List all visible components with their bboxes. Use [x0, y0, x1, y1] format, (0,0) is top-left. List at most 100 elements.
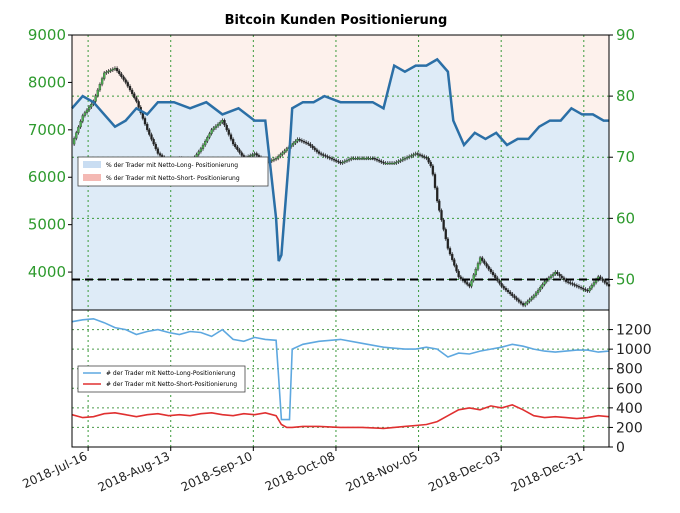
price-candle [148, 129, 151, 135]
upper-vertical-grid [87, 35, 585, 310]
price-candle [401, 159, 404, 161]
price-candle [75, 132, 78, 139]
price-candle [345, 160, 349, 162]
price-candle [298, 139, 301, 141]
price-candle [408, 156, 411, 158]
price-candle [438, 200, 441, 211]
right-axis-ticks: 50 60 70 80 90 [609, 26, 635, 288]
price-candle [311, 145, 314, 148]
x-axis-date-ticks: 2018-Jul-16 2018-Aug-13 2018-Sep-10 2018-Oc… [20, 447, 585, 495]
price-candle [341, 161, 344, 164]
price-candle [236, 146, 239, 150]
price-candle [219, 122, 222, 125]
left-tick-label: 8000 [28, 73, 66, 91]
price-candle [582, 288, 585, 290]
lower-tick-label: 0 [616, 440, 625, 456]
left-tick-label: 4000 [28, 263, 66, 281]
price-candle [152, 139, 155, 145]
price-candle [358, 158, 361, 160]
price-candle [231, 139, 235, 145]
price-candle [382, 161, 385, 164]
price-candle [543, 281, 546, 285]
price-candle [201, 144, 205, 149]
price-candle [307, 142, 310, 145]
lower-legend-box [77, 365, 246, 393]
price-candle [369, 158, 372, 160]
price-candle [442, 219, 445, 230]
price-candle [530, 297, 533, 300]
price-candle [216, 123, 220, 127]
price-candle [393, 162, 396, 165]
price-candle [126, 82, 129, 87]
price-candle [156, 148, 160, 154]
price-candle [521, 303, 525, 306]
price-candle [283, 150, 286, 153]
lower-tick-label: 200 [616, 420, 643, 436]
price-candle [234, 143, 237, 148]
price-candle [481, 257, 484, 261]
price-candle [457, 270, 460, 277]
price-candle [384, 162, 387, 165]
price-candle [541, 284, 544, 288]
left-tick-label: 7000 [28, 121, 66, 139]
price-candle [416, 153, 419, 155]
price-candle [433, 174, 437, 188]
price-candle [588, 288, 591, 292]
price-candle [556, 271, 559, 275]
price-candle [249, 155, 252, 157]
price-candle [558, 273, 561, 277]
price-candle [212, 127, 215, 130]
price-candle [270, 160, 273, 162]
price-candle [491, 271, 495, 276]
price-candle [72, 138, 76, 145]
price-candle [524, 303, 527, 306]
price-candle [206, 137, 209, 142]
price-candle [468, 284, 471, 287]
price-candle [378, 160, 381, 162]
upper-panel: 4000 5000 6000 7000 8000 9000 50 60 70 80 90 % de… [28, 26, 635, 311]
price-candle [448, 248, 452, 255]
price-candle [204, 141, 207, 146]
price-candle [466, 282, 469, 285]
lower-tick-label: 1000 [616, 342, 652, 358]
price-candle [313, 147, 316, 150]
legend-label-long-share: % der Trader mit Netto-Long- Positionier… [106, 162, 238, 169]
price-candle [225, 124, 228, 130]
price-candle [584, 288, 587, 291]
left-tick-label: 5000 [28, 216, 66, 234]
price-candle [446, 238, 450, 249]
price-candle [573, 284, 576, 286]
price-candle [124, 79, 127, 83]
price-candle [506, 289, 510, 293]
price-candle [199, 148, 203, 152]
price-candle [352, 158, 355, 160]
price-candle [150, 134, 153, 140]
price-candle [197, 151, 200, 155]
price-candle [120, 73, 123, 77]
price-candle [470, 280, 473, 287]
price-candle [158, 153, 162, 156]
price-candle [498, 280, 501, 284]
price-candle [130, 89, 134, 94]
price-candle [472, 274, 475, 281]
price-candle [320, 153, 323, 155]
price-candle [240, 152, 243, 156]
price-candle [586, 289, 589, 292]
lower-tick-label: 1200 [616, 323, 652, 339]
price-candle [420, 155, 424, 157]
price-candle [519, 301, 523, 304]
price-candle [229, 134, 233, 140]
price-candle [373, 158, 377, 160]
price-candle [330, 158, 334, 160]
price-candle [504, 288, 508, 291]
right-tick-label: 80 [616, 87, 635, 105]
price-candle [223, 120, 226, 126]
price-candle [292, 142, 295, 146]
price-candle [562, 277, 566, 280]
price-candle [375, 159, 379, 161]
price-candle [94, 95, 97, 102]
price-candle [380, 160, 383, 163]
price-candle [478, 257, 482, 264]
price-candle [118, 70, 121, 74]
